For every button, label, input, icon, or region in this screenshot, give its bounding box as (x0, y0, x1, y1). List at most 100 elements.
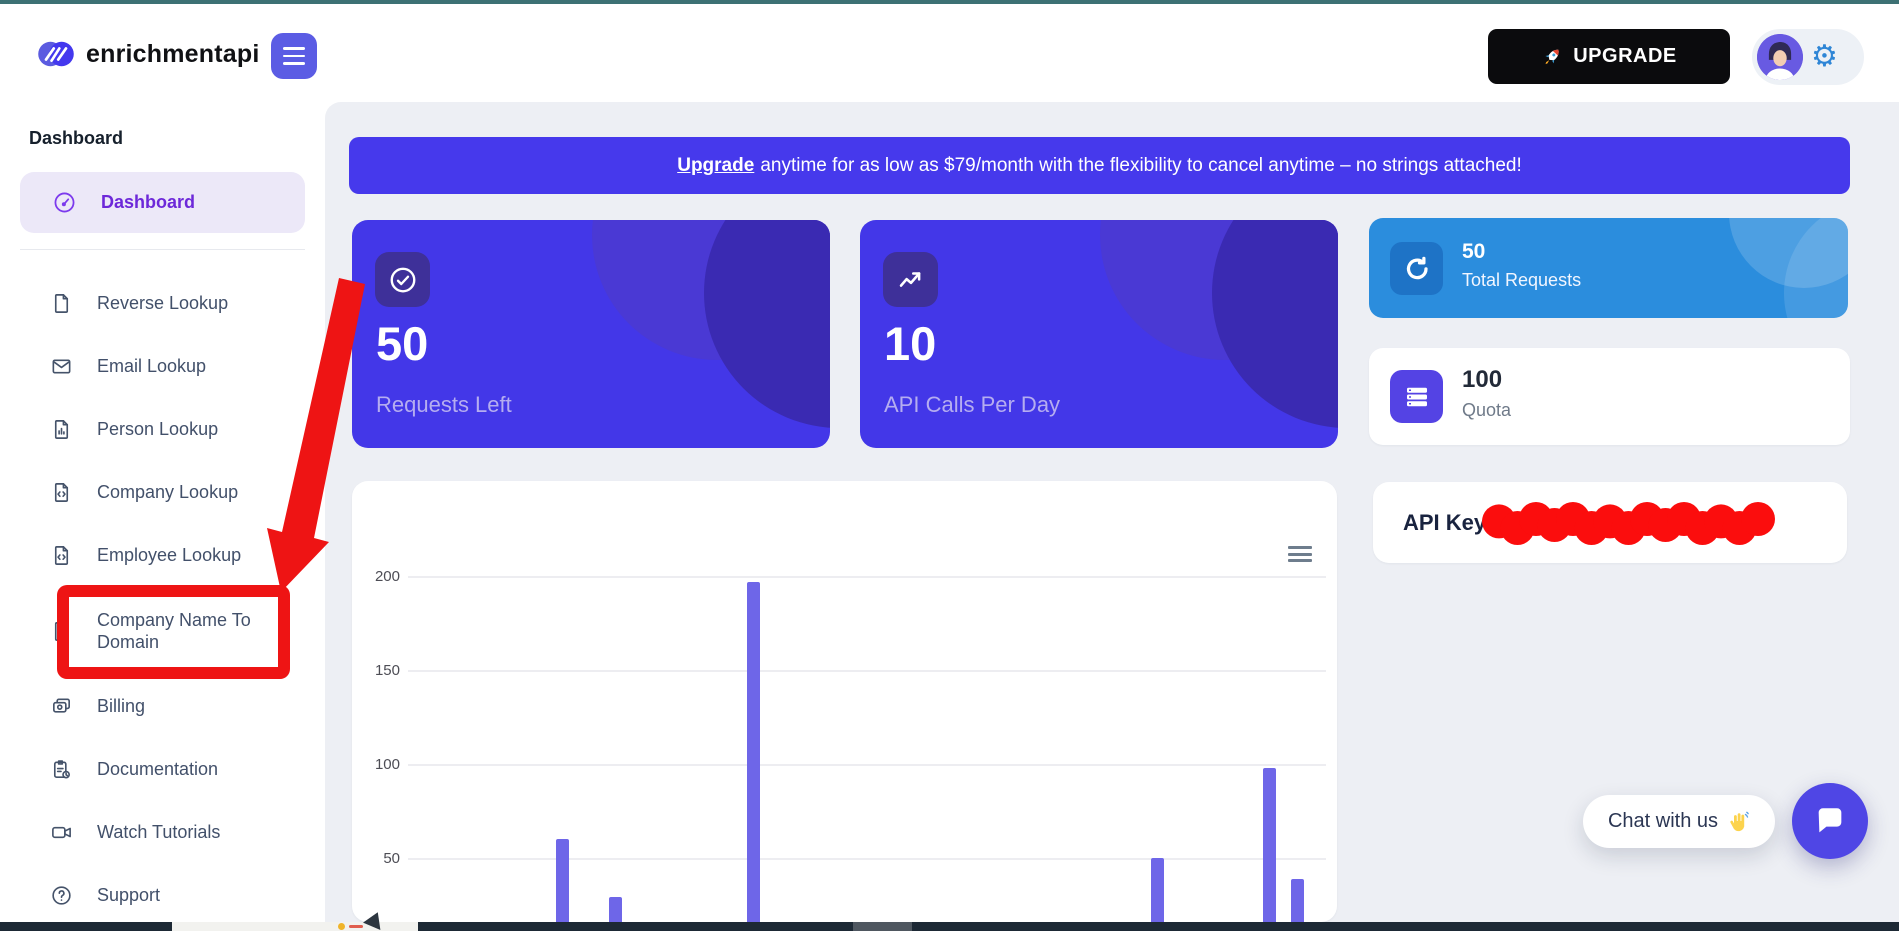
chart-y-tick-label: 50 (383, 850, 400, 867)
total-requests-card: 50 Total Requests (1369, 218, 1848, 318)
sidebar-item-billing[interactable]: Billing (0, 675, 325, 738)
sidebar-item-company-name-to-domain[interactable]: Company Name To Domain (0, 587, 325, 675)
sidebar-item-label: Watch Tutorials (97, 822, 221, 843)
file-code-icon (50, 544, 73, 567)
sidebar-item-person-lookup[interactable]: Person Lookup (0, 398, 325, 461)
card-icon-tile (883, 252, 938, 307)
sidebar-items: Reverse Lookup Email Lookup Person Lookup C… (0, 272, 325, 927)
file-chart-icon (50, 418, 73, 441)
banner-upgrade-link[interactable]: Upgrade (677, 154, 755, 176)
chart-y-tick-label: 150 (374, 662, 400, 679)
clipboard-clock-icon (50, 758, 73, 781)
chart-bar (1291, 879, 1304, 922)
sidebar-section-title: Dashboard (29, 128, 124, 148)
taskbar-app-icon (338, 923, 345, 930)
chart-bar (556, 839, 569, 922)
sidebar-item-label: Dashboard (101, 192, 196, 212)
chart-bar (747, 582, 760, 922)
sidebar-item-label: Company Name To Domain (97, 609, 251, 653)
upgrade-button-label: UPGRADE (1573, 45, 1677, 67)
sidebar-item-support[interactable]: Support (0, 864, 325, 927)
sidebar-item-email-lookup[interactable]: Email Lookup (0, 335, 325, 398)
sidebar-item-employee-lookup[interactable]: Employee Lookup (0, 524, 325, 587)
sidebar-item-label: Person Lookup (97, 419, 219, 440)
decorative-circle (704, 220, 830, 428)
user-avatar[interactable] (1757, 34, 1803, 80)
sidebar-item-dashboard-active[interactable]: Dashboard (20, 172, 305, 233)
envelope-icon (50, 355, 73, 378)
chart-gridline (408, 858, 1326, 860)
upgrade-button[interactable]: UPGRADE (1488, 29, 1730, 84)
sidebar-item-label: Reverse Lookup (97, 293, 229, 314)
chart-gridline (408, 764, 1326, 766)
decorative-circle (1729, 218, 1848, 288)
chart-gridline (408, 576, 1326, 578)
hamburger-menu-button[interactable] (271, 33, 317, 79)
sidebar-item-reverse-lookup[interactable]: Reverse Lookup (0, 272, 325, 335)
requests-left-label: Requests Left (376, 392, 512, 417)
sidebar-item-label: Support (97, 885, 161, 906)
annotation-red-box (57, 585, 290, 679)
chart-y-tick-label: 100 (374, 756, 400, 773)
card-icon-tile (1390, 370, 1443, 423)
chat-bubble-icon (1813, 804, 1847, 838)
speedometer-icon (52, 190, 77, 215)
chat-with-us-pill[interactable]: Chat with us (1583, 795, 1775, 848)
chart-y-tick-label: 200 (374, 568, 400, 585)
enrichmentapi-logo-icon (36, 34, 76, 74)
check-circle-icon (388, 265, 418, 295)
gear-icon[interactable]: ⚙ (1811, 40, 1838, 73)
video-icon (50, 821, 73, 844)
chat-label: Chat with us (1607, 810, 1719, 832)
window-top-edge (0, 0, 1899, 4)
file-code-icon (50, 481, 73, 504)
api-calls-value: 10 (884, 317, 937, 370)
chat-launcher-button[interactable] (1792, 783, 1868, 859)
taskbar-app-icon (349, 925, 363, 928)
chart-bar (1263, 768, 1276, 922)
sidebar-item-label: Billing (97, 696, 146, 717)
question-icon (50, 884, 73, 907)
quota-card: 100 Quota (1369, 348, 1850, 445)
chart-bar (1151, 858, 1164, 922)
sidebar: Dashboard Dashboard Reverse Lookup Email … (0, 102, 325, 922)
requests-left-value: 50 (376, 317, 429, 370)
api-calls-label: API Calls Per Day (884, 392, 1061, 417)
card-icon-tile (375, 252, 430, 307)
api-calls-card: 10 API Calls Per Day (860, 220, 1338, 448)
sidebar-item-label: Email Lookup (97, 356, 207, 377)
card-icon-tile (1390, 242, 1443, 295)
sidebar-item-label: Documentation (97, 759, 219, 780)
taskbar (0, 912, 1899, 931)
taskbar-segment (853, 922, 912, 931)
refresh-circle-icon (1402, 254, 1432, 284)
sidebar-item-label: Company Lookup (97, 482, 239, 503)
api-key-redaction-scribble (1482, 502, 1775, 545)
quota-value: 100 (1462, 366, 1503, 393)
sidebar-divider (20, 249, 305, 250)
brand: enrichmentapi (36, 34, 259, 74)
upgrade-banner: Upgrade anytime for as low as $79/month w… (349, 137, 1850, 194)
list-icon (1402, 382, 1432, 412)
quota-label: Quota (1462, 400, 1512, 420)
header: enrichmentapi UPGRADE (0, 4, 1899, 102)
sidebar-item-watch-tutorials[interactable]: Watch Tutorials (0, 801, 325, 864)
file-icon (50, 292, 73, 315)
api-key-card: API Key: (1373, 482, 1847, 563)
taskbar-window-sliver[interactable] (172, 922, 418, 931)
chart-gridline (408, 670, 1326, 672)
rocket-icon (1541, 46, 1563, 68)
sidebar-item-label: Employee Lookup (97, 545, 242, 566)
sidebar-item-documentation[interactable]: Documentation (0, 738, 325, 801)
account-pill: ⚙ (1752, 29, 1864, 85)
decorative-circle (1212, 220, 1338, 428)
total-requests-label: Total Requests (1462, 270, 1582, 290)
total-requests-value: 50 (1462, 240, 1486, 263)
annotation-red-arrow (267, 278, 365, 592)
api-key-label: API Key: (1403, 510, 1494, 535)
chart-menu-icon[interactable] (1288, 546, 1312, 566)
trend-up-icon (896, 265, 926, 295)
usage-chart-card: 200 150 100 50 (352, 481, 1337, 922)
sidebar-item-company-lookup[interactable]: Company Lookup (0, 461, 325, 524)
